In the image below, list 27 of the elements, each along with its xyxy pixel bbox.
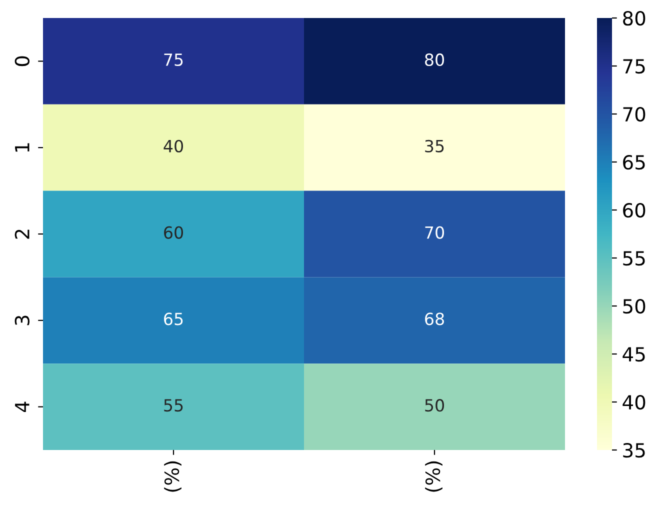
data-label: 55 — [164, 399, 183, 412]
x-tick-label: (%) — [164, 461, 182, 492]
data-label: 65 — [164, 312, 183, 326]
color-bar-label: 60 — [623, 202, 646, 218]
data-label: 70 — [425, 226, 444, 239]
y-tick-label: 0 — [14, 56, 30, 66]
color-bar-label: 70 — [623, 106, 646, 122]
data-label: 60 — [164, 226, 183, 239]
y-tick-label: 4 — [15, 402, 30, 412]
x-tick-label: (%) — [425, 461, 442, 492]
color-bar-label: 35 — [623, 442, 645, 458]
data-label: 80 — [425, 53, 444, 66]
data-label: 68 — [425, 312, 444, 326]
data-label: 40 — [164, 140, 183, 152]
data-label: 75 — [164, 54, 183, 66]
y-tick-label: 2 — [14, 230, 30, 239]
color-bar-label: 50 — [623, 298, 646, 314]
color-bar-label: 45 — [622, 347, 645, 362]
color-bar-label: 40 — [622, 394, 646, 410]
y-tick-label: 3 — [14, 316, 30, 326]
color-bar-label: 55 — [623, 251, 645, 266]
data-label: 35 — [425, 140, 444, 152]
color-bar-label: 75 — [623, 59, 645, 74]
color-bar-label: 65 — [623, 154, 645, 170]
data-label: 50 — [425, 399, 444, 412]
y-tick-label: 1 — [15, 143, 30, 152]
color-bar-label: 80 — [623, 10, 646, 26]
